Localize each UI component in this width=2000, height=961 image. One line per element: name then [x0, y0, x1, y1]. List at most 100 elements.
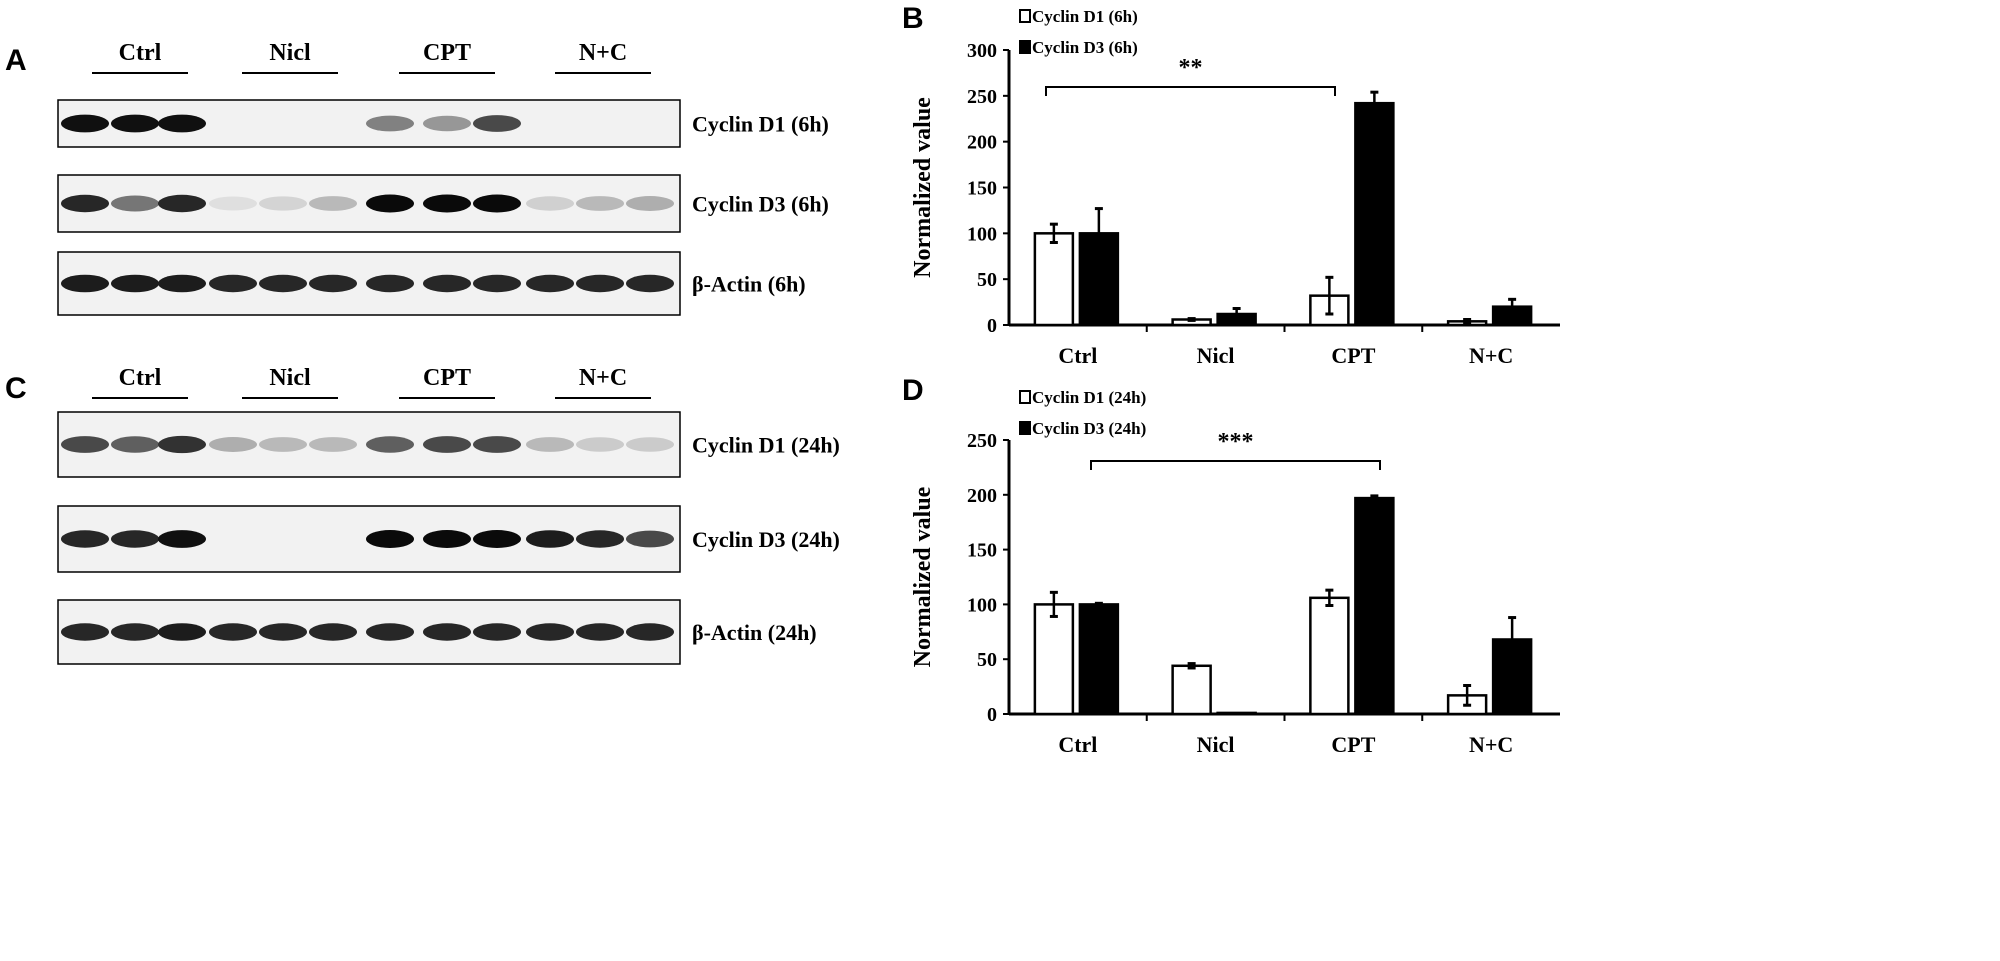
- y-tick-label: 50: [977, 269, 997, 291]
- y-tick-label: 50: [977, 649, 997, 671]
- group-label: CPT: [423, 365, 471, 391]
- bar: [1216, 711, 1257, 716]
- protein-band: [423, 274, 471, 293]
- group-label: Nicl: [269, 365, 311, 391]
- bar: [1216, 312, 1257, 327]
- protein-band: [473, 530, 521, 548]
- y-tick-label: 200: [967, 132, 997, 154]
- x-tick-label: Ctrl: [1058, 732, 1097, 757]
- blot-strip: β-Actin (6h): [57, 251, 806, 316]
- panel-letter: D: [902, 374, 924, 407]
- x-tick-label: CPT: [1331, 343, 1375, 368]
- blot-label: Cyclin D1 (24h): [692, 433, 840, 458]
- blot-label: Cyclin D3 (24h): [692, 527, 840, 552]
- y-axis-label: Normalized value: [910, 97, 936, 278]
- legend-label: Cyclin D3 (6h): [1032, 38, 1138, 57]
- protein-band: [526, 274, 574, 293]
- group-label: CPT: [423, 40, 471, 66]
- bar: [1078, 603, 1120, 716]
- protein-band: [61, 623, 109, 641]
- protein-band: [473, 623, 521, 641]
- blot-panel-C: C Ctrl Nicl CPT N+C Cyclin D1 (24h) Cyclin D3 …: [5, 365, 840, 665]
- protein-band: [526, 623, 574, 641]
- significance-label: **: [1179, 55, 1203, 81]
- protein-band: [366, 436, 414, 453]
- legend-label: Cyclin D1 (24h): [1032, 388, 1146, 407]
- protein-band: [309, 437, 357, 452]
- legend-label: Cyclin D1 (6h): [1032, 7, 1138, 26]
- protein-band: [576, 623, 624, 641]
- protein-band: [423, 623, 471, 641]
- protein-band: [366, 623, 414, 641]
- protein-band: [526, 437, 574, 452]
- y-tick-label: 200: [967, 485, 997, 507]
- protein-band: [111, 436, 159, 453]
- group-label: N+C: [579, 365, 627, 391]
- protein-band: [259, 623, 307, 641]
- blot-label: β-Actin (6h): [692, 272, 806, 297]
- protein-band: [111, 274, 159, 293]
- protein-band: [259, 437, 307, 452]
- legend-label: Cyclin D3 (24h): [1032, 419, 1146, 438]
- protein-band: [576, 196, 624, 211]
- protein-band: [423, 530, 471, 548]
- protein-band: [158, 114, 206, 133]
- blot-label: Cyclin D3 (6h): [692, 192, 829, 217]
- protein-band: [366, 115, 414, 132]
- blot-strip: Cyclin D3 (24h): [57, 505, 840, 573]
- protein-band: [473, 436, 521, 453]
- significance-bracket: [1090, 460, 1381, 470]
- y-tick-label: 250: [967, 86, 997, 108]
- protein-band: [423, 194, 471, 213]
- y-tick-label: 0: [987, 704, 997, 726]
- legend-swatch: [1019, 9, 1031, 23]
- protein-band: [626, 274, 674, 293]
- legend-swatch: [1019, 40, 1031, 54]
- protein-band: [158, 530, 206, 548]
- protein-band: [626, 437, 674, 452]
- blot-panel-A: A Ctrl Nicl CPT N+C Cyclin D1 (6h) Cyclin D3 (…: [5, 40, 829, 316]
- protein-band: [209, 623, 257, 641]
- protein-band: [366, 274, 414, 293]
- y-tick-label: 150: [967, 178, 997, 200]
- x-tick-label: Ctrl: [1058, 343, 1097, 368]
- protein-band: [158, 435, 206, 454]
- blot-strip: β-Actin (24h): [57, 599, 817, 665]
- protein-band: [61, 436, 109, 453]
- x-tick-label: N+C: [1469, 343, 1513, 368]
- bar: [1171, 664, 1212, 716]
- blot-strip: Cyclin D1 (6h): [57, 99, 829, 148]
- x-tick-label: Nicl: [1197, 343, 1235, 368]
- significance-bracket: [1045, 86, 1336, 96]
- protein-band: [626, 530, 674, 548]
- protein-band: [158, 194, 206, 213]
- y-tick-label: 150: [967, 540, 997, 562]
- group-label: Ctrl: [119, 365, 162, 391]
- protein-band: [111, 623, 159, 641]
- protein-band: [61, 194, 109, 213]
- protein-band: [473, 194, 521, 213]
- legend-swatch: [1019, 390, 1031, 404]
- protein-band: [576, 530, 624, 548]
- bar: [1354, 101, 1395, 327]
- y-tick-label: 100: [967, 594, 997, 616]
- significance-label: ***: [1218, 429, 1254, 455]
- protein-band: [259, 196, 307, 211]
- y-tick-label: 0: [987, 315, 997, 337]
- chart-D: D Cyclin D1 (24h) Cyclin D3 (24h) 0 50 100 150…: [902, 374, 1560, 757]
- protein-band: [526, 530, 574, 548]
- y-tick-label: 250: [967, 430, 997, 452]
- protein-band: [366, 530, 414, 548]
- bar: [1309, 596, 1350, 716]
- protein-band: [61, 530, 109, 548]
- protein-band: [309, 196, 357, 211]
- y-axis-label: Normalized value: [910, 486, 936, 667]
- group-label: N+C: [579, 40, 627, 66]
- protein-band: [473, 274, 521, 293]
- x-tick-label: N+C: [1469, 732, 1513, 757]
- protein-band: [209, 274, 257, 293]
- protein-band: [209, 196, 257, 211]
- group-label: Ctrl: [119, 40, 162, 66]
